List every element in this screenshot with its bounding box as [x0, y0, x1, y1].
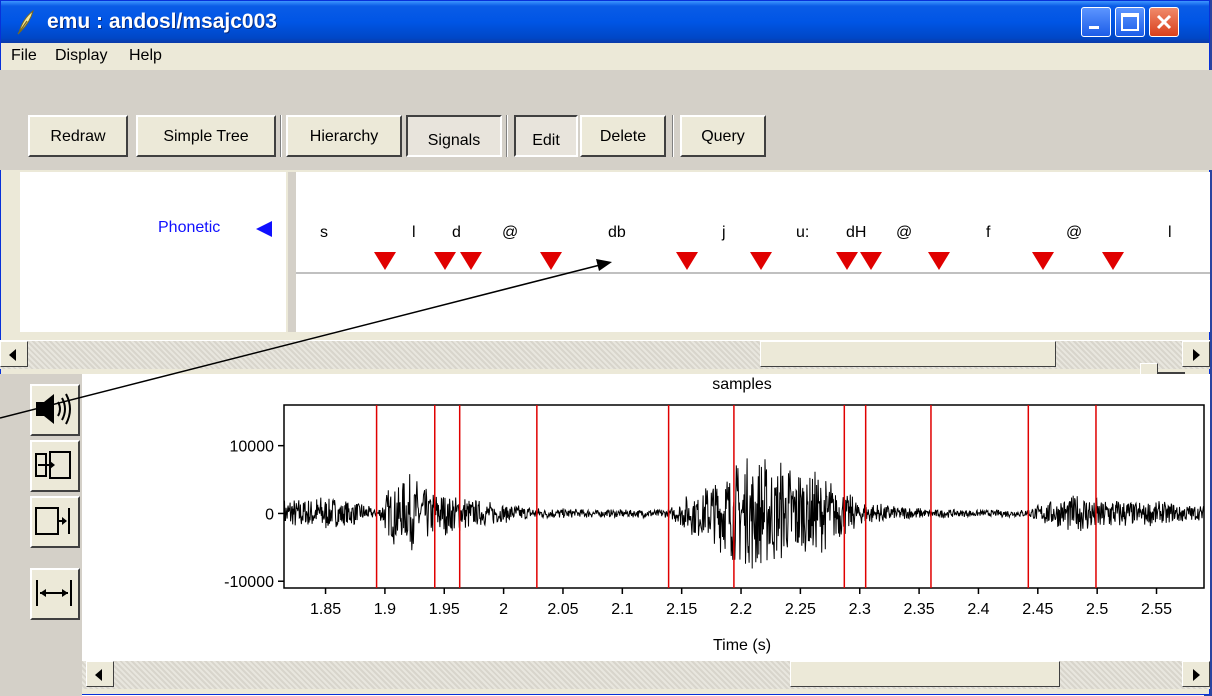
signal-panel[interactable] — [82, 374, 1210, 660]
segment-label[interactable]: u: — [796, 224, 810, 241]
segment-label[interactable]: @ — [1066, 224, 1083, 241]
zoom-selection-button[interactable] — [30, 440, 80, 492]
tier-scroll-thumb[interactable] — [760, 341, 1056, 367]
redraw-button[interactable]: Redraw — [28, 115, 128, 157]
toolbar-separator — [506, 115, 508, 157]
segment-label[interactable]: @ — [896, 224, 913, 241]
boundary-marker[interactable] — [860, 252, 882, 270]
zoom-right-icon — [35, 507, 70, 535]
menu-help[interactable]: Help — [129, 47, 162, 64]
delete-button[interactable]: Delete — [580, 115, 666, 157]
close-button[interactable] — [1149, 7, 1179, 37]
tier-label-panel — [20, 172, 286, 332]
segment-label[interactable]: l — [1168, 224, 1172, 241]
zoom-all-icon — [36, 580, 72, 606]
signal-scroll-thumb[interactable] — [790, 661, 1060, 687]
close-icon — [1156, 14, 1172, 30]
menu-bar: File Display Help — [1, 43, 1209, 71]
slider-track — [1155, 372, 1185, 374]
toolbar-separator — [672, 115, 674, 157]
hierarchy-button[interactable]: Hierarchy — [286, 115, 402, 157]
title-bar[interactable]: emu : andosl/msajc003 — [1, 1, 1209, 43]
segment-label[interactable]: j — [722, 224, 726, 241]
boundary-marker[interactable] — [928, 252, 950, 270]
boundary-marker[interactable] — [676, 252, 698, 270]
minimize-button[interactable] — [1081, 7, 1111, 37]
tier-arrow-icon[interactable] — [256, 221, 272, 237]
boundary-marker[interactable] — [540, 252, 562, 270]
boundary-marker[interactable] — [1102, 252, 1124, 270]
tier-scroll-right-button[interactable] — [1182, 341, 1210, 367]
play-button[interactable] — [30, 384, 80, 436]
zoom-right-button[interactable] — [30, 496, 80, 548]
tier-label-phonetic[interactable]: Phonetic — [158, 219, 221, 236]
boundary-marker[interactable] — [374, 252, 396, 270]
boundary-marker[interactable] — [1032, 252, 1054, 270]
segment-label[interactable]: f — [986, 224, 991, 241]
boundary-marker[interactable] — [460, 252, 482, 270]
edit-button[interactable]: Edit — [514, 115, 578, 157]
zoom-all-button[interactable] — [30, 568, 80, 620]
signals-button[interactable]: Signals — [406, 115, 502, 157]
simple-tree-button[interactable]: Simple Tree — [136, 115, 276, 157]
toolbar-separator — [280, 115, 282, 157]
tier-scroll-left-button[interactable] — [0, 341, 28, 367]
menu-file[interactable]: File — [11, 47, 37, 64]
window-title: emu : andosl/msajc003 — [47, 10, 277, 33]
maximize-button[interactable] — [1115, 7, 1145, 37]
speaker-icon — [36, 393, 71, 425]
boundary-marker[interactable] — [434, 252, 456, 270]
segment-label[interactable]: db — [608, 224, 626, 241]
segment-label[interactable]: @ — [502, 224, 519, 241]
menu-display[interactable]: Display — [55, 47, 108, 64]
boundary-marker[interactable] — [836, 252, 858, 270]
segment-label[interactable]: l — [412, 224, 416, 241]
segment-label[interactable]: dH — [846, 224, 867, 241]
segment-label[interactable]: s — [320, 224, 328, 241]
signal-scroll-left-button[interactable] — [86, 661, 114, 687]
feather-icon — [17, 9, 34, 35]
boundary-marker[interactable] — [750, 252, 772, 270]
maximize-icon — [1121, 13, 1139, 31]
zoom-to-selection-icon — [35, 451, 71, 479]
query-button[interactable]: Query — [680, 115, 766, 157]
signal-scroll-right-button[interactable] — [1182, 661, 1210, 687]
panel-divider[interactable] — [288, 172, 296, 332]
segment-label[interactable]: d — [452, 224, 461, 241]
minimize-icon — [1089, 26, 1099, 29]
tier-baseline — [296, 272, 1210, 274]
